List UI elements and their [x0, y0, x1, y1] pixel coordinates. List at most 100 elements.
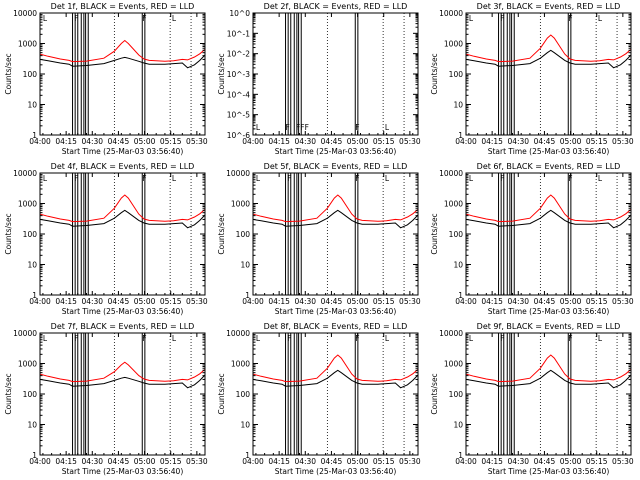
- plot-title: Det 3f, BLACK = Events, RED = LLD: [477, 2, 621, 11]
- x-tick-label: 04:45: [534, 457, 556, 466]
- flag-marker: L: [172, 174, 177, 183]
- x-axis-label: Start Time (25-Mar-03 03:56:40): [275, 307, 397, 316]
- y-tick-label: 10: [240, 261, 250, 270]
- flag-marker: L: [469, 174, 474, 183]
- flag-marker: F: [500, 174, 504, 183]
- y-tick-label: 1000: [18, 360, 37, 369]
- x-tick-label: 05:00: [134, 297, 156, 306]
- y-tick-label: 10000: [439, 9, 463, 18]
- x-tick-label: 05:15: [160, 457, 182, 466]
- plot-title: Det 9f, BLACK = Events, RED = LLD: [477, 322, 621, 331]
- flag-marker: F: [500, 14, 504, 23]
- lld-series-line: [465, 354, 632, 383]
- lld-series-line: [252, 194, 419, 223]
- y-tick-label: 1000: [231, 200, 250, 209]
- y-tick-label: 1000: [231, 360, 250, 369]
- events-series-line: [39, 209, 206, 229]
- x-tick-label: 05:30: [399, 457, 421, 466]
- lld-series-line: [39, 194, 206, 223]
- y-tick-label: 1: [458, 291, 463, 300]
- y-axis-label: Counts/sec: [430, 373, 439, 414]
- plot-det1f: Det 1f, BLACK = Events, RED = LLD 04:00 04…: [4, 2, 208, 156]
- x-tick-label: 04:00: [455, 297, 477, 306]
- y-tick-label: 10: [453, 261, 463, 270]
- y-tick-label: 100: [449, 390, 464, 399]
- y-tick-label: 10: [27, 421, 37, 430]
- x-tick-label: 04:00: [29, 297, 51, 306]
- x-tick-label: 04:30: [294, 457, 316, 466]
- y-tick-label: 10000: [439, 329, 463, 338]
- flag-marker: L: [43, 174, 48, 183]
- x-tick-label: 05:30: [612, 137, 634, 146]
- y-axis-label: Counts/sec: [430, 213, 439, 254]
- plot-det6f: Det 6f, BLACK = Events, RED = LLD 04:00 04…: [430, 162, 634, 316]
- x-tick-label: 04:00: [29, 137, 51, 146]
- events-series-line: [39, 374, 206, 389]
- plot-title: Det 5f, BLACK = Events, RED = LLD: [264, 162, 408, 171]
- x-tick-label: 05:15: [373, 297, 395, 306]
- y-tick-label: 10^-6: [227, 131, 251, 140]
- plot-det2f: Det 2f, BLACK = Events, RED = LLD 04:00 04…: [217, 2, 421, 156]
- flag-marker: L: [385, 174, 390, 183]
- x-tick-label: 04:00: [29, 457, 51, 466]
- flag-marker: F: [74, 334, 78, 343]
- y-tick-label: 10^-4: [227, 90, 251, 99]
- lld-series-line: [465, 34, 632, 63]
- x-tick-label: 05:30: [399, 297, 421, 306]
- y-tick-label: 100: [449, 70, 464, 79]
- x-tick-label: 05:00: [347, 137, 369, 146]
- flag-marker: L: [469, 14, 474, 23]
- y-tick-label: 1: [245, 291, 250, 300]
- plot-frame: [39, 12, 206, 136]
- flag-marker: L: [598, 174, 603, 183]
- lld-series-line: [39, 361, 206, 383]
- x-axis-label: Start Time (25-Mar-03 03:56:40): [275, 147, 397, 156]
- x-tick-label: 05:15: [586, 297, 608, 306]
- y-tick-label: 10000: [13, 329, 37, 338]
- flag-marker: F: [74, 174, 78, 183]
- x-tick-label: 04:00: [455, 457, 477, 466]
- x-tick-label: 05:15: [586, 457, 608, 466]
- x-axis-label: Start Time (25-Mar-03 03:56:40): [275, 467, 397, 476]
- x-tick-label: 04:00: [242, 137, 264, 146]
- events-series-line: [39, 54, 206, 69]
- x-tick-label: 04:45: [321, 137, 343, 146]
- plot-frame: [39, 172, 206, 296]
- x-tick-label: 04:15: [268, 137, 290, 146]
- y-tick-label: 10000: [439, 169, 463, 178]
- plot-frame: [465, 332, 632, 456]
- y-tick-label: 10000: [226, 329, 250, 338]
- x-tick-label: 04:30: [507, 297, 529, 306]
- y-tick-label: 100: [23, 70, 38, 79]
- flag-marker: F: [142, 174, 146, 183]
- flag-marker: L: [43, 14, 48, 23]
- y-tick-label: 1: [32, 451, 37, 460]
- plot-det5f: Det 5f, BLACK = Events, RED = LLD 04:00 04…: [217, 162, 421, 316]
- x-tick-label: 05:30: [186, 457, 208, 466]
- y-tick-label: 1: [245, 451, 250, 460]
- x-axis-label: Start Time (25-Mar-03 03:56:40): [488, 467, 610, 476]
- y-tick-label: 1000: [444, 200, 463, 209]
- x-tick-label: 04:30: [81, 457, 103, 466]
- lld-series-line: [252, 354, 419, 383]
- flag-marker: L: [469, 334, 474, 343]
- flag-marker: F: [287, 174, 291, 183]
- flag-marker: F: [355, 123, 359, 132]
- flag-marker: L: [256, 334, 261, 343]
- x-tick-label: 04:45: [108, 137, 130, 146]
- flag-marker: L: [256, 123, 261, 132]
- x-tick-label: 04:45: [321, 297, 343, 306]
- x-tick-label: 04:45: [108, 297, 130, 306]
- y-tick-label: 1000: [444, 360, 463, 369]
- plot-frame: [252, 12, 419, 136]
- x-tick-label: 05:15: [160, 137, 182, 146]
- x-tick-label: 05:00: [560, 457, 582, 466]
- flag-marker: L: [385, 123, 390, 132]
- x-tick-label: 05:30: [186, 137, 208, 146]
- y-axis-label: Counts/sec: [4, 213, 13, 254]
- x-tick-label: 05:30: [612, 457, 634, 466]
- x-tick-label: 04:30: [294, 137, 316, 146]
- flag-marker: F: [286, 123, 290, 132]
- plot-det7f: Det 7f, BLACK = Events, RED = LLD 04:00 04…: [4, 322, 208, 476]
